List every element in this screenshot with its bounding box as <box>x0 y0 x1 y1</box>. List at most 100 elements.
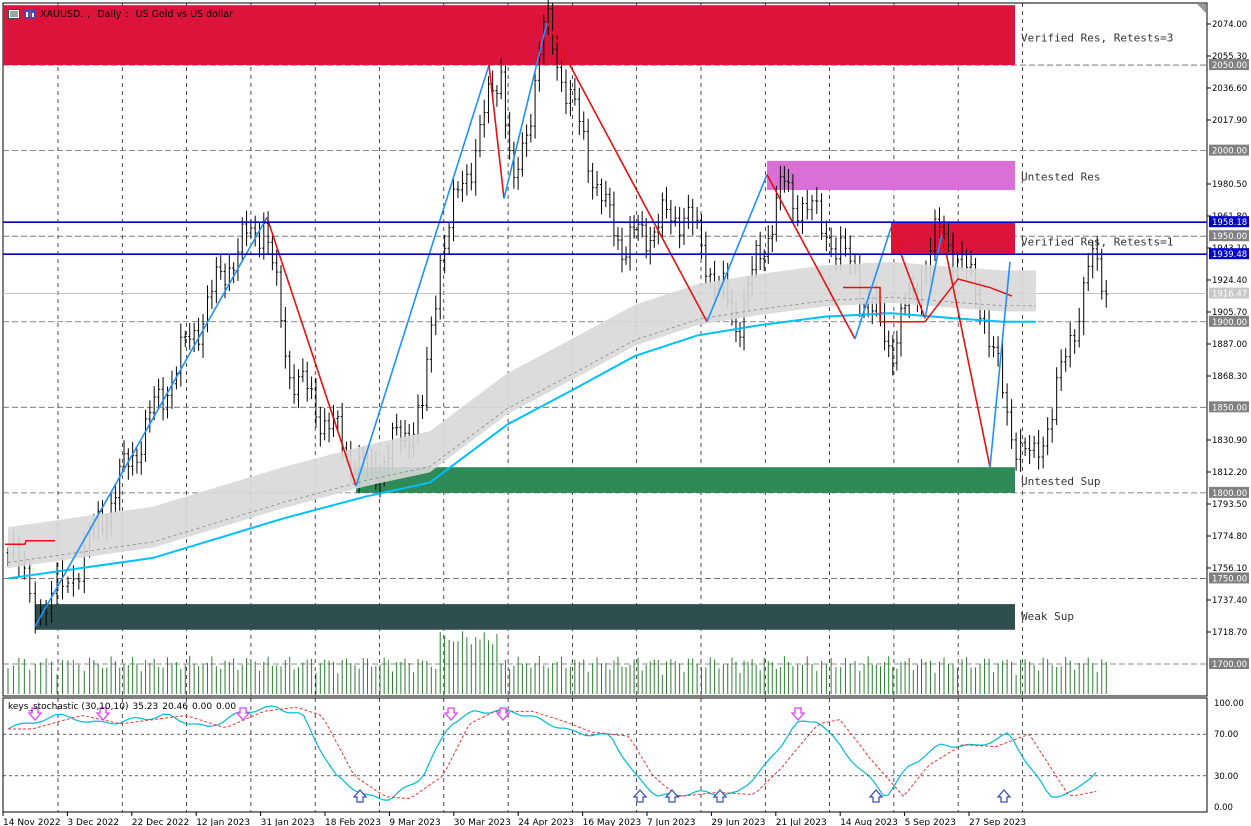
zigzag-up-segment <box>989 261 1011 468</box>
level-price-label: 1939.48 <box>1212 250 1247 260</box>
oscillator-name: keys_stochastic (30,10,10) <box>8 702 129 712</box>
level-price-badge <box>1209 216 1249 228</box>
ma-band <box>8 261 1036 569</box>
timeframe: Daily <box>97 8 122 20</box>
zone-label: Untested Res <box>1021 170 1100 183</box>
level-price-badge <box>1209 59 1249 71</box>
price-label: 1718.70 <box>1212 628 1247 638</box>
level-price-label: 1950.00 <box>1212 232 1247 242</box>
price-label: 1737.40 <box>1212 596 1247 606</box>
symbol: XAUUSD. <box>40 8 84 20</box>
level-price-label: 1750.00 <box>1212 574 1247 584</box>
oscillator-value-4: 0.00 <box>216 702 237 712</box>
oscillator-header: keys_stochastic (30,10,10) 35.23 20.46 0… <box>8 702 236 712</box>
price-label: 1924.40 <box>1212 276 1247 286</box>
zone-label: Untested Sup <box>1021 475 1100 488</box>
level-price-label: 1958.18 <box>1212 218 1247 228</box>
stoch-main-line <box>7 705 1097 801</box>
level-price-badge <box>1209 486 1249 498</box>
scroll-corner-icon <box>1197 4 1206 13</box>
chart-type-icon[interactable] <box>24 9 36 19</box>
date-label: 3 Dec 2022 <box>67 818 119 826</box>
level-price-label: 1900.00 <box>1212 318 1247 328</box>
date-label: 22 Dec 2022 <box>132 818 190 826</box>
level-price-badge <box>1209 315 1249 327</box>
volume <box>7 631 1107 694</box>
date-label: 30 Mar 2023 <box>454 818 511 826</box>
buy-arrow-icon <box>352 789 368 803</box>
level-price-label: 2000.00 <box>1212 147 1247 157</box>
date-label: 31 Jan 2023 <box>261 818 315 826</box>
trail-line <box>843 278 1013 323</box>
date-label: 18 Feb 2023 <box>325 818 381 826</box>
level-price-label: 1700.00 <box>1212 660 1247 670</box>
price-label: 2036.60 <box>1212 84 1247 94</box>
date-label: 14 Aug 2023 <box>840 818 898 826</box>
symbol-description: US Gold vs US dollar <box>135 8 233 20</box>
osc-level-label: 30.00 <box>1214 772 1238 782</box>
date-label: 27 Sep 2023 <box>969 818 1026 826</box>
sell-arrow-icon <box>495 707 511 721</box>
zone-label: Weak Sup <box>1021 610 1074 623</box>
buy-arrow-icon <box>712 789 728 803</box>
sell-arrow-icon <box>235 707 251 721</box>
level-price-badge <box>1209 287 1249 299</box>
zone-rect <box>3 5 1015 66</box>
price-label: 2017.90 <box>1212 116 1247 126</box>
price-label: 1868.30 <box>1212 372 1247 382</box>
ma-mid-line <box>7 296 1036 563</box>
date-label: 12 Jan 2023 <box>196 818 250 826</box>
level-price-badge <box>1209 230 1249 242</box>
zone-rect <box>356 467 1015 493</box>
oscillator-value-2: 20.46 <box>162 702 188 712</box>
level-price-label: 1850.00 <box>1212 403 1247 413</box>
zone-label: Verified Res, Retests=3 <box>1021 32 1173 45</box>
oscillator-panel <box>2 697 1208 813</box>
zigzag-up-segment <box>503 22 548 199</box>
price-label: 1980.50 <box>1212 180 1247 190</box>
date-label: 21 Jul 2023 <box>776 818 827 826</box>
zigzag-up-segment <box>706 174 768 323</box>
zigzag-up-segment <box>854 227 892 340</box>
level-price-label: 2050.00 <box>1212 61 1247 71</box>
level-price-label: 1800.00 <box>1212 489 1247 499</box>
date-label: 7 Jun 2023 <box>647 818 695 826</box>
oscillator-value-1: 35.23 <box>132 702 159 712</box>
date-label: 29 Jun 2023 <box>711 818 765 826</box>
price-label: 1756.10 <box>1212 564 1247 574</box>
price-label: 2055.30 <box>1212 52 1247 62</box>
level-price-label: 1916.47 <box>1212 290 1247 300</box>
level-price-badge <box>1209 248 1249 260</box>
price-axis: 2074.002055.302036.602017.901980.501961.… <box>1207 20 1249 670</box>
zigzag-up-segment <box>355 64 490 487</box>
zigzag-up-segment <box>924 232 943 319</box>
osc-level-label: 0.00 <box>1214 803 1233 813</box>
sell-arrow-icon <box>790 707 806 721</box>
buy-arrow-icon <box>664 789 680 803</box>
price-label: 1887.00 <box>1212 340 1247 350</box>
price-label: 1774.80 <box>1212 532 1247 542</box>
date-label: 16 May 2023 <box>583 818 642 826</box>
stoch-signal-line <box>8 707 1097 800</box>
chart-header: XAUUSD., Daily: US Gold vs US dollar <box>8 6 233 22</box>
zigzag-down-segment <box>941 232 991 468</box>
price-label: 2074.00 <box>1212 20 1247 30</box>
buy-arrow-icon <box>996 789 1012 803</box>
date-label: 24 Apr 2023 <box>518 818 574 826</box>
zigzag-down-segment <box>266 217 357 487</box>
ma-line <box>7 312 1036 580</box>
level-price-badge <box>1209 658 1249 669</box>
level-price-badge <box>1209 572 1249 584</box>
price-label: 1830.90 <box>1212 436 1247 446</box>
zigzag-down-segment <box>488 64 505 199</box>
sell-arrow-icon <box>95 707 111 721</box>
osc-level-label: 100.00 <box>1214 699 1244 709</box>
menu-icon[interactable] <box>8 9 20 19</box>
date-label: 14 Nov 2022 <box>3 818 61 826</box>
oscillator-value-3: 0.00 <box>192 702 213 712</box>
price-label: 1793.50 <box>1212 500 1247 510</box>
osc-level-label: 70.00 <box>1214 730 1238 740</box>
